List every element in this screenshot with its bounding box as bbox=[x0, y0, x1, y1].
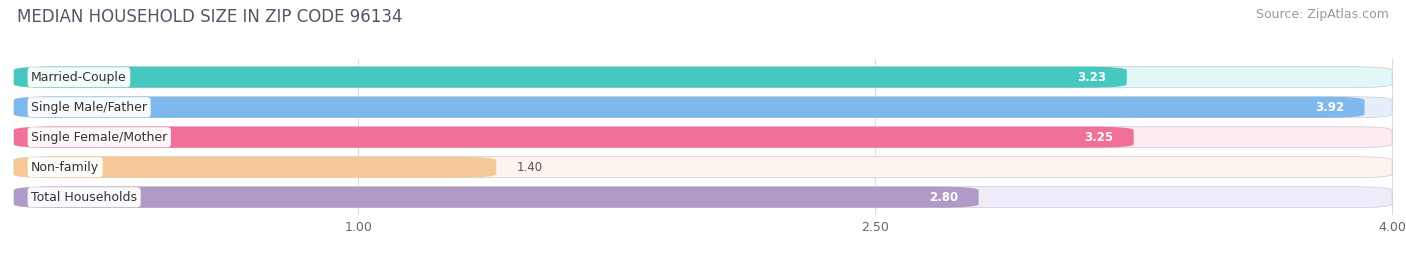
Text: Single Female/Mother: Single Female/Mother bbox=[31, 131, 167, 144]
FancyBboxPatch shape bbox=[14, 157, 1392, 178]
Text: 1.40: 1.40 bbox=[517, 161, 543, 174]
Text: Single Male/Father: Single Male/Father bbox=[31, 101, 148, 114]
Text: Total Households: Total Households bbox=[31, 191, 138, 204]
Text: 3.25: 3.25 bbox=[1084, 131, 1114, 144]
Text: Married-Couple: Married-Couple bbox=[31, 71, 127, 84]
FancyBboxPatch shape bbox=[14, 97, 1364, 118]
Text: 3.23: 3.23 bbox=[1077, 71, 1107, 84]
Text: 2.80: 2.80 bbox=[929, 191, 957, 204]
FancyBboxPatch shape bbox=[14, 67, 1126, 88]
FancyBboxPatch shape bbox=[14, 187, 979, 208]
FancyBboxPatch shape bbox=[14, 97, 1392, 118]
FancyBboxPatch shape bbox=[14, 127, 1133, 148]
FancyBboxPatch shape bbox=[14, 157, 496, 178]
FancyBboxPatch shape bbox=[14, 127, 1392, 148]
FancyBboxPatch shape bbox=[14, 67, 1392, 88]
Text: MEDIAN HOUSEHOLD SIZE IN ZIP CODE 96134: MEDIAN HOUSEHOLD SIZE IN ZIP CODE 96134 bbox=[17, 8, 402, 26]
Text: 3.92: 3.92 bbox=[1315, 101, 1344, 114]
Text: Source: ZipAtlas.com: Source: ZipAtlas.com bbox=[1256, 8, 1389, 21]
FancyBboxPatch shape bbox=[14, 187, 1392, 208]
Text: Non-family: Non-family bbox=[31, 161, 100, 174]
